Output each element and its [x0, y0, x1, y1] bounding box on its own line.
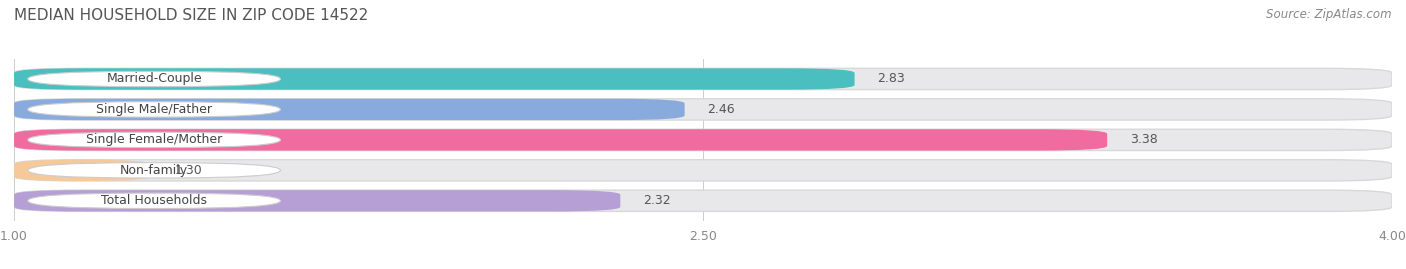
FancyBboxPatch shape: [28, 132, 280, 148]
Text: Single Female/Mother: Single Female/Mother: [86, 133, 222, 146]
Text: Married-Couple: Married-Couple: [107, 72, 202, 86]
FancyBboxPatch shape: [14, 99, 685, 120]
Text: 2.46: 2.46: [707, 103, 735, 116]
Text: Source: ZipAtlas.com: Source: ZipAtlas.com: [1267, 8, 1392, 21]
Text: Non-family: Non-family: [120, 164, 188, 177]
FancyBboxPatch shape: [14, 68, 1392, 90]
FancyBboxPatch shape: [14, 129, 1392, 151]
Text: 2.32: 2.32: [644, 194, 671, 207]
Text: 3.38: 3.38: [1130, 133, 1159, 146]
FancyBboxPatch shape: [28, 193, 280, 208]
FancyBboxPatch shape: [28, 163, 280, 178]
Text: 2.83: 2.83: [877, 72, 905, 86]
FancyBboxPatch shape: [28, 71, 280, 87]
Text: Single Male/Father: Single Male/Father: [96, 103, 212, 116]
FancyBboxPatch shape: [14, 129, 1107, 151]
Text: Total Households: Total Households: [101, 194, 207, 207]
FancyBboxPatch shape: [14, 160, 152, 181]
FancyBboxPatch shape: [14, 160, 1392, 181]
FancyBboxPatch shape: [14, 190, 1392, 211]
FancyBboxPatch shape: [28, 102, 280, 117]
FancyBboxPatch shape: [14, 99, 1392, 120]
FancyBboxPatch shape: [14, 68, 855, 90]
Text: MEDIAN HOUSEHOLD SIZE IN ZIP CODE 14522: MEDIAN HOUSEHOLD SIZE IN ZIP CODE 14522: [14, 8, 368, 23]
FancyBboxPatch shape: [14, 190, 620, 211]
Text: 1.30: 1.30: [174, 164, 202, 177]
